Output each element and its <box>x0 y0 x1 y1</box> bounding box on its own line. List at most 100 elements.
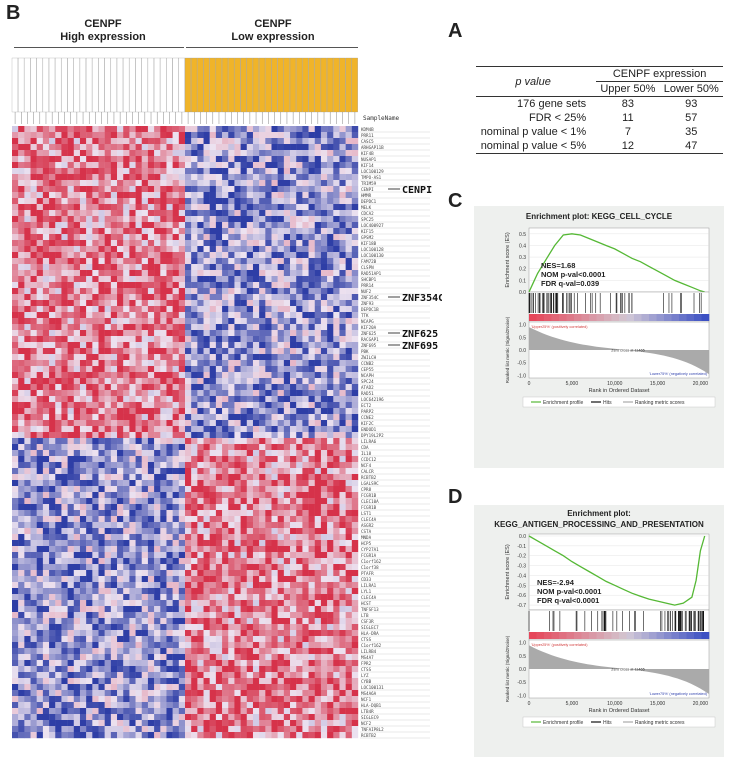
heatmap-cell <box>79 276 87 283</box>
heatmap-cell <box>61 516 68 523</box>
heatmap-cell <box>203 498 210 505</box>
heatmap-cell <box>246 282 254 289</box>
heatmap-cell <box>30 198 37 205</box>
heatmap-cell <box>73 186 81 193</box>
heatmap-cell <box>240 144 247 151</box>
heatmap-cell <box>154 360 161 367</box>
heatmap-cell <box>86 390 93 397</box>
heatmap-cell <box>265 342 272 349</box>
heatmap-cell <box>147 282 155 289</box>
heatmap-cell <box>185 198 192 205</box>
heatmap-cell <box>49 216 56 223</box>
heatmap-cell <box>259 150 266 157</box>
heatmap-cell <box>283 168 291 175</box>
heatmap-cell <box>277 252 285 259</box>
heatmap-cell <box>290 360 297 367</box>
heatmap-cell <box>154 606 161 613</box>
heatmap-cell <box>277 408 285 415</box>
heatmap-cell <box>290 264 297 271</box>
heatmap-cell <box>98 264 105 271</box>
heatmap-cell <box>24 228 31 235</box>
heatmap-cell <box>290 582 297 589</box>
heatmap-cell <box>339 528 346 535</box>
heatmap-cell <box>333 186 340 193</box>
heatmap-cell <box>178 306 186 313</box>
heatmap-cell <box>30 360 37 367</box>
heatmap-cell <box>215 438 223 445</box>
heatmap-cell <box>240 582 247 589</box>
heatmap-cell <box>252 534 260 541</box>
heatmap-cell <box>209 600 217 607</box>
heatmap-cell <box>314 258 322 265</box>
heatmap-cell <box>67 624 74 631</box>
heatmap-cell <box>92 384 99 391</box>
heatmap-cell <box>252 594 260 601</box>
heatmap-cell <box>339 324 346 331</box>
heatmap-cell <box>123 444 130 451</box>
heatmap-cell <box>160 510 167 517</box>
heatmap-cell <box>24 546 31 553</box>
heatmap-cell <box>246 186 254 193</box>
heatmap-cell <box>104 534 112 541</box>
heatmap-cell <box>265 252 272 259</box>
heatmap-cell <box>209 126 217 133</box>
heatmap-cell <box>160 498 167 505</box>
heatmap-cell <box>98 480 105 487</box>
sample-header-cell <box>228 57 235 113</box>
heatmap-cell <box>259 204 266 211</box>
heatmap-cell <box>154 216 161 223</box>
heatmap-cell <box>308 594 315 601</box>
heatmap-cell <box>277 462 285 469</box>
heatmap-cell <box>55 378 62 385</box>
heatmap-cell <box>327 324 334 331</box>
heatmap-cell <box>166 366 173 373</box>
heatmap-cell <box>55 138 62 145</box>
heatmap-cell <box>228 534 235 541</box>
heatmap-cell <box>110 168 118 175</box>
heatmap-cell <box>252 294 260 301</box>
heatmap-cell <box>185 282 192 289</box>
heatmap-cell <box>314 348 322 355</box>
heatmap-cell <box>160 486 167 493</box>
heatmap-cell <box>73 456 81 463</box>
heatmap-cell <box>36 198 44 205</box>
heatmap-cell <box>246 618 254 625</box>
heatmap-cell <box>172 606 180 613</box>
heatmap-cell <box>290 282 297 289</box>
heatmap-cell <box>123 192 130 199</box>
heatmap-cell <box>24 474 31 481</box>
heatmap-cell <box>203 420 210 427</box>
heatmap-cell <box>197 138 204 145</box>
heatmap-cell <box>314 600 322 607</box>
heatmap-cell <box>86 258 93 265</box>
heatmap-cell <box>123 636 130 643</box>
heatmap-cell <box>79 324 87 331</box>
heatmap-cell <box>320 138 328 145</box>
heatmap-cell <box>290 546 297 553</box>
heatmap-cell <box>339 438 346 445</box>
heatmap-cell <box>302 132 309 139</box>
heatmap-cell <box>24 540 31 547</box>
heatmap-cell <box>129 126 136 133</box>
heatmap-cell <box>351 576 359 583</box>
heatmap-cell <box>215 456 223 463</box>
heatmap-cell <box>92 618 99 625</box>
heatmap-cell <box>160 192 167 199</box>
heatmap-cell <box>135 150 142 157</box>
heatmap-cell <box>18 336 25 343</box>
heatmap-cell <box>18 288 25 295</box>
heatmap-cell <box>185 144 192 151</box>
heatmap-cell <box>55 276 62 283</box>
heatmap-cell <box>240 396 247 403</box>
heatmap-cell <box>345 438 353 445</box>
heatmap-cell <box>12 306 19 313</box>
heatmap-cell <box>351 258 359 265</box>
heatmap-cell <box>296 402 303 409</box>
heatmap-cell <box>36 432 44 439</box>
heatmap-cell <box>277 636 285 643</box>
heatmap-cell <box>234 564 241 571</box>
heatmap-cell <box>339 258 346 265</box>
heatmap-cell <box>333 324 340 331</box>
heatmap-cell <box>67 564 74 571</box>
heatmap-cell <box>327 546 334 553</box>
